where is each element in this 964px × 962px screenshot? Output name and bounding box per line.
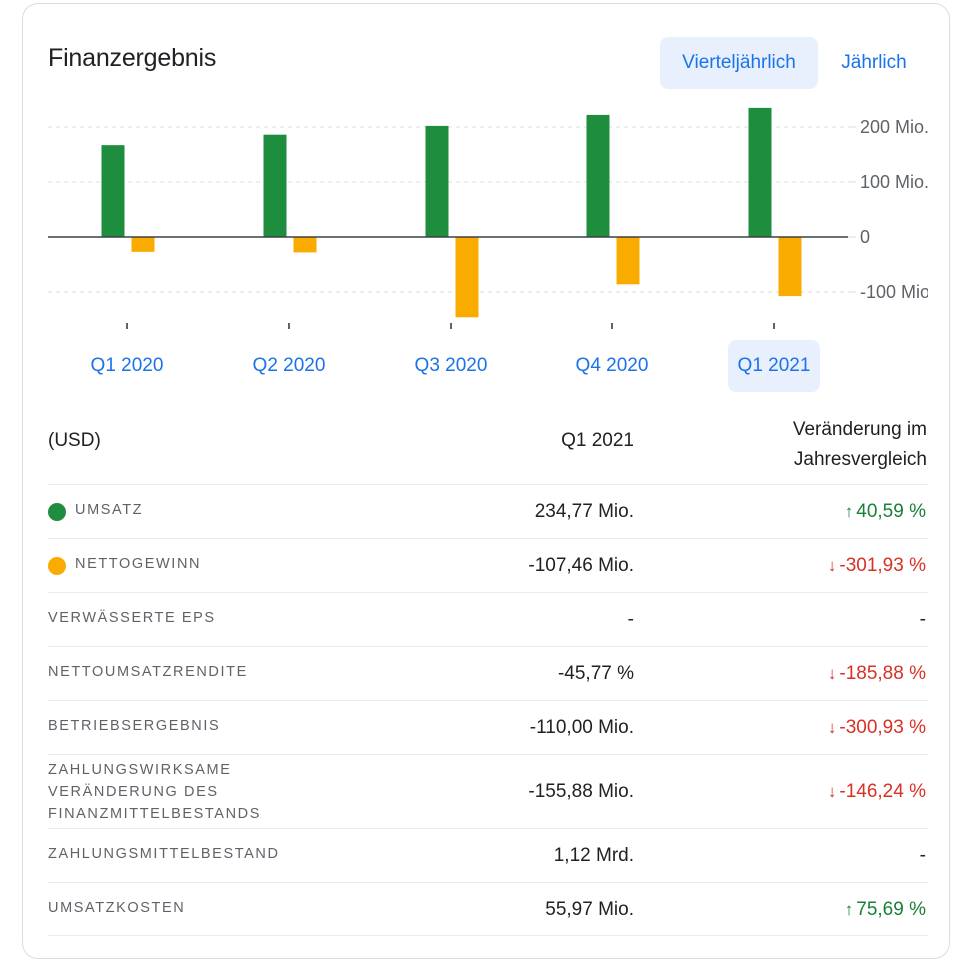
arrow-down-icon: ↓ bbox=[827, 556, 837, 575]
change-text: - bbox=[919, 845, 926, 866]
row-change: - bbox=[920, 609, 926, 631]
row-label-line: VERÄNDERUNG DES bbox=[48, 784, 219, 800]
quarterly-toggle-button[interactable]: Vierteljährlich bbox=[660, 37, 818, 89]
table-period-header: Q1 2021 bbox=[561, 430, 634, 451]
table-unit-header: (USD) bbox=[48, 430, 101, 451]
row-label: UMSATZ bbox=[75, 502, 144, 518]
table-row: NETTOUMSATZRENDITE -45,77 % ↓ -185,88 % bbox=[48, 646, 928, 700]
annual-toggle-button[interactable]: Jährlich bbox=[841, 52, 907, 73]
quarter-label[interactable]: Q1 2020 bbox=[90, 355, 164, 376]
net-income-bar bbox=[131, 237, 155, 252]
quarter-label[interactable]: Q3 2020 bbox=[414, 355, 488, 376]
change-header-line-2: Jahresvergleich bbox=[793, 449, 927, 470]
change-text: -300,93 % bbox=[839, 717, 926, 738]
row-change: ↓ -301,93 % bbox=[828, 555, 926, 577]
y-tick-label: -100 Mio. bbox=[860, 282, 935, 302]
row-value: 55,97 Mio. bbox=[545, 899, 634, 920]
row-change: - bbox=[920, 845, 926, 867]
quarter-label[interactable]: Q4 2020 bbox=[575, 355, 649, 376]
change-text: -185,88 % bbox=[839, 663, 926, 684]
table-row: BETRIEBSERGEBNIS -110,00 Mio. ↓ -300,93 % bbox=[48, 700, 928, 754]
row-change: ↓ -300,93 % bbox=[828, 717, 926, 739]
row-label: BETRIEBSERGEBNIS bbox=[48, 718, 221, 734]
change-text: 40,59 % bbox=[856, 501, 926, 522]
row-value: -107,46 Mio. bbox=[528, 555, 634, 576]
legend-dot bbox=[48, 557, 66, 575]
arrow-down-icon: ↓ bbox=[827, 664, 837, 683]
net-income-bar bbox=[455, 237, 479, 318]
change-text: -301,93 % bbox=[839, 555, 926, 576]
row-change: ↓ -146,24 % bbox=[828, 781, 926, 803]
table-bottom-divider bbox=[48, 935, 928, 936]
arrow-up-icon: ↑ bbox=[844, 900, 854, 919]
revenue-bar bbox=[101, 145, 125, 237]
row-change: ↑ 75,69 % bbox=[845, 899, 926, 921]
row-label-line: FINANZMITTELBESTANDS bbox=[48, 806, 261, 822]
change-text: -146,24 % bbox=[839, 781, 926, 802]
revenue-bar bbox=[425, 125, 449, 237]
financial-results-card bbox=[22, 3, 950, 959]
revenue-bar bbox=[263, 134, 287, 237]
net-income-bar bbox=[616, 237, 640, 285]
row-value: - bbox=[627, 609, 634, 630]
row-label: ZAHLUNGSWIRKSAME VERÄNDERUNG DES FINANZMIT… bbox=[48, 759, 261, 825]
y-tick-label: 0 bbox=[860, 227, 870, 247]
arrow-up-icon: ↑ bbox=[844, 502, 854, 521]
net-income-bar bbox=[293, 237, 317, 253]
card-title: Finanzergebnis bbox=[48, 44, 217, 72]
quarter-label[interactable]: Q1 2021 bbox=[728, 340, 820, 392]
revenue-bar bbox=[586, 114, 610, 237]
arrow-down-icon: ↓ bbox=[827, 782, 837, 801]
row-change: ↑ 40,59 % bbox=[845, 501, 926, 523]
table-row: UMSATZKOSTEN 55,97 Mio. ↑ 75,69 % bbox=[48, 882, 928, 936]
quarter-label[interactable]: Q2 2020 bbox=[252, 355, 326, 376]
legend-dot bbox=[48, 503, 66, 521]
table-change-header: Veränderung im Jahresvergleich bbox=[707, 415, 927, 475]
y-tick-label: 100 Mio. bbox=[860, 172, 929, 192]
row-label: NETTOGEWINN bbox=[75, 556, 202, 572]
financial-bar-chart: 200 Mio. 100 Mio. 0 -100 Mio. bbox=[48, 107, 935, 329]
table-row: NETTOGEWINN -107,46 Mio. ↓ -301,93 % bbox=[48, 538, 928, 592]
row-label-line: ZAHLUNGSWIRKSAME bbox=[48, 762, 232, 778]
change-text: - bbox=[919, 609, 926, 630]
row-label: UMSATZKOSTEN bbox=[48, 900, 186, 916]
arrow-down-icon: ↓ bbox=[827, 718, 837, 737]
table-row: UMSATZ 234,77 Mio. ↑ 40,59 % bbox=[48, 484, 928, 538]
row-value: 1,12 Mrd. bbox=[553, 845, 634, 866]
row-value: -110,00 Mio. bbox=[529, 717, 634, 738]
row-label: ZAHLUNGSMITTELBESTAND bbox=[48, 846, 280, 862]
change-text: 75,69 % bbox=[856, 899, 926, 920]
net-income-bar bbox=[778, 237, 802, 297]
change-header-line-1: Veränderung im bbox=[792, 419, 927, 440]
row-value: -45,77 % bbox=[557, 663, 634, 684]
table-row: ZAHLUNGSWIRKSAME VERÄNDERUNG DES FINANZMIT… bbox=[48, 754, 928, 828]
row-value: 234,77 Mio. bbox=[534, 501, 634, 522]
table-row: ZAHLUNGSMITTELBESTAND 1,12 Mrd. - bbox=[48, 828, 928, 882]
row-value: -155,88 Mio. bbox=[528, 781, 634, 802]
revenue-bar bbox=[748, 107, 772, 238]
y-tick-label: 200 Mio. bbox=[860, 117, 929, 137]
table-row: VERWÄSSERTE EPS - - bbox=[48, 592, 928, 646]
row-label: NETTOUMSATZRENDITE bbox=[48, 664, 248, 680]
row-label: VERWÄSSERTE EPS bbox=[48, 610, 216, 626]
row-change: ↓ -185,88 % bbox=[828, 663, 926, 685]
